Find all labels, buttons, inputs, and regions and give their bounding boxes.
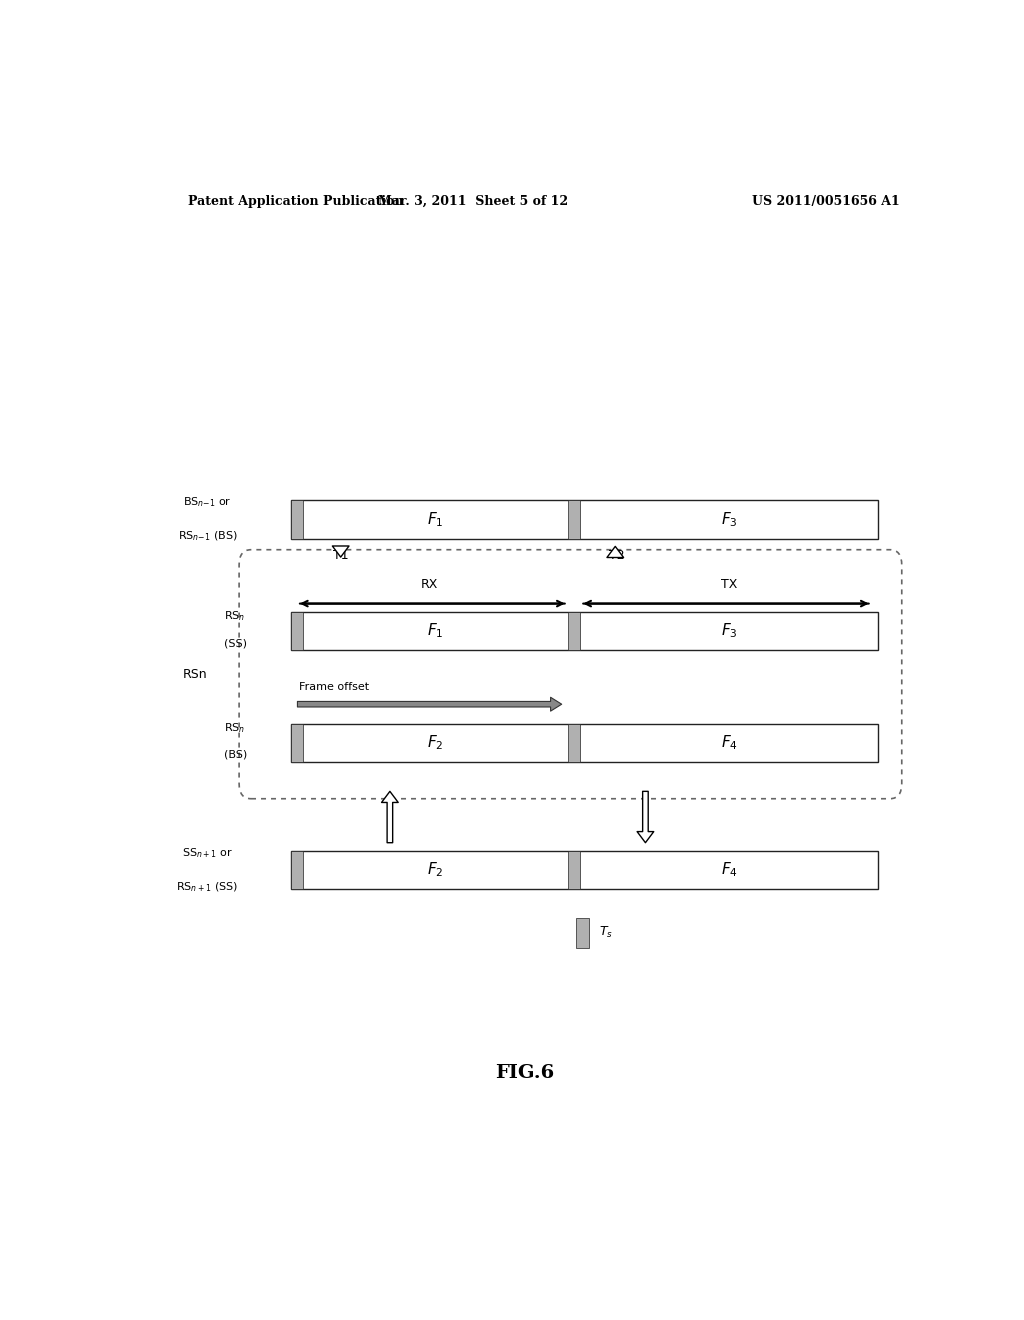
- Text: Mar. 3, 2011  Sheet 5 of 12: Mar. 3, 2011 Sheet 5 of 12: [378, 194, 568, 207]
- Text: $F_4$: $F_4$: [721, 861, 737, 879]
- Bar: [291, 723, 303, 762]
- Text: RS$_n$: RS$_n$: [224, 609, 246, 623]
- Text: $F_4$: $F_4$: [721, 734, 737, 752]
- Bar: [567, 611, 581, 651]
- Text: T1: T1: [333, 549, 348, 562]
- Text: $F_3$: $F_3$: [721, 510, 737, 528]
- Bar: [567, 500, 581, 539]
- FancyArrowPatch shape: [333, 546, 349, 557]
- Text: (BS): (BS): [223, 750, 247, 760]
- Text: US 2011/0051656 A1: US 2011/0051656 A1: [753, 194, 900, 207]
- Text: RS$_{n\mathregular{-}1}$ (BS): RS$_{n\mathregular{-}1}$ (BS): [177, 529, 238, 543]
- Bar: [291, 611, 878, 651]
- Text: RS$_n$: RS$_n$: [224, 721, 246, 735]
- Text: RS$_{n+1}$ (SS): RS$_{n+1}$ (SS): [176, 880, 239, 894]
- Bar: [291, 611, 303, 651]
- Bar: [291, 500, 303, 539]
- FancyArrowPatch shape: [382, 792, 398, 842]
- FancyArrowPatch shape: [297, 697, 562, 711]
- Text: $F_1$: $F_1$: [427, 510, 443, 528]
- Text: Patent Application Publication: Patent Application Publication: [187, 194, 403, 207]
- Bar: [291, 850, 303, 890]
- FancyArrowPatch shape: [607, 546, 624, 557]
- Text: RX: RX: [421, 578, 438, 591]
- Bar: [567, 850, 581, 890]
- Text: T2: T2: [609, 549, 625, 562]
- Bar: [291, 723, 878, 762]
- Text: (SS): (SS): [223, 638, 247, 648]
- FancyArrowPatch shape: [637, 792, 653, 842]
- Text: $F_2$: $F_2$: [427, 861, 443, 879]
- Text: $F_1$: $F_1$: [427, 622, 443, 640]
- Bar: [577, 917, 589, 948]
- Text: $F_3$: $F_3$: [721, 622, 737, 640]
- Text: Frame offset: Frame offset: [299, 682, 369, 692]
- Text: RSn: RSn: [183, 668, 208, 681]
- Text: $T_s$: $T_s$: [599, 925, 612, 940]
- Text: SS$_{n+1}$ or: SS$_{n+1}$ or: [182, 846, 232, 859]
- Text: TX: TX: [721, 578, 737, 591]
- Text: FIG.6: FIG.6: [496, 1064, 554, 1082]
- Bar: [567, 723, 581, 762]
- Bar: [291, 500, 878, 539]
- Text: BS$_{n\mathregular{-}1}$ or: BS$_{n\mathregular{-}1}$ or: [183, 495, 231, 510]
- Text: $F_2$: $F_2$: [427, 734, 443, 752]
- Bar: [291, 850, 878, 890]
